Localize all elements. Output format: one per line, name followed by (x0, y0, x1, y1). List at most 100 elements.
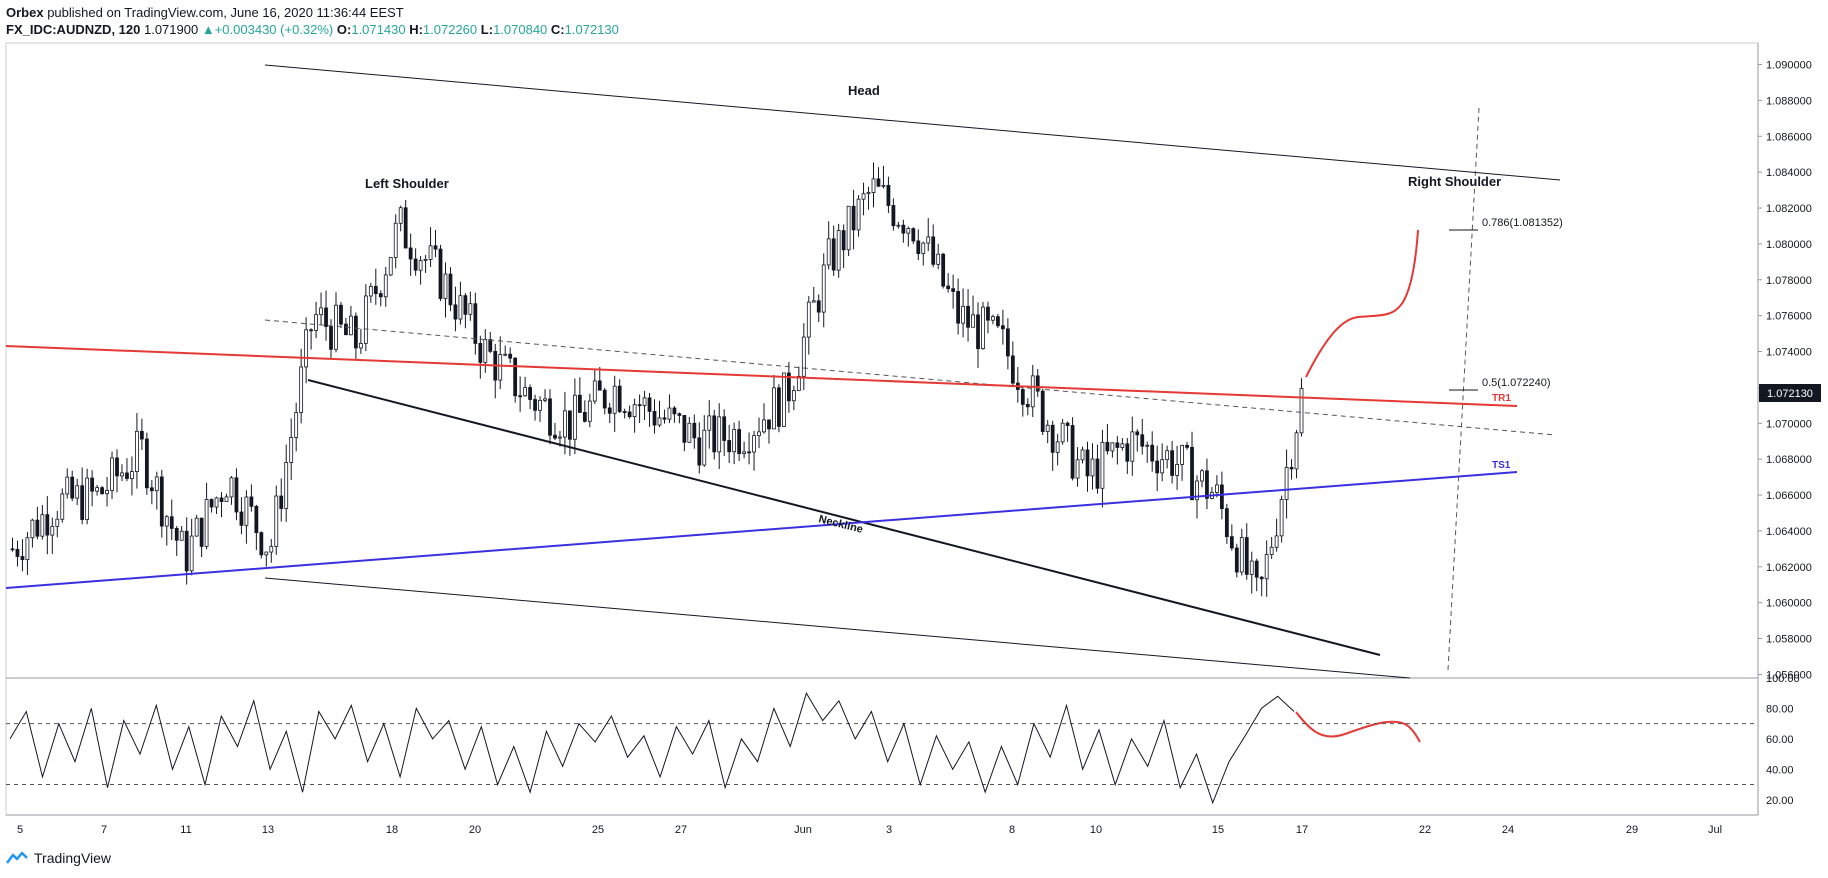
high-label: H: (409, 22, 423, 37)
price-candle (458, 281, 463, 325)
price-candle (553, 422, 557, 441)
price-candle (612, 375, 617, 432)
time-tick-label: 10 (1090, 824, 1102, 836)
price-candle (259, 531, 264, 559)
current-price-tag (1759, 384, 1821, 402)
resistance-line-tr1[interactable] (5, 345, 1518, 407)
price-candle (996, 313, 1000, 329)
price-candle (642, 390, 647, 421)
price-candle (349, 306, 353, 336)
price-candle (1160, 443, 1165, 482)
price-candle (354, 312, 358, 361)
price-candle (563, 391, 567, 455)
annotation-right-shoulder[interactable]: Right Shoulder (1408, 174, 1501, 189)
price-candle (164, 514, 169, 546)
price-candle (1185, 441, 1189, 450)
price-candle (1035, 368, 1040, 397)
price-candle (1020, 385, 1025, 417)
price-candle (772, 374, 776, 430)
price-candle (214, 496, 219, 515)
price-candle (687, 416, 692, 443)
price-candle (503, 345, 508, 357)
price-candle (652, 399, 657, 434)
price-candle (344, 317, 348, 336)
price-candle (269, 539, 274, 563)
annotation-left-shoulder[interactable]: Left Shoulder (365, 176, 449, 191)
author-name[interactable]: Orbex (6, 5, 44, 20)
chart-area[interactable]: 1.090000 1.088000 1.086000 1.084000 1.082000… (0, 0, 1828, 845)
price-candle (747, 432, 751, 465)
price-candle (294, 402, 299, 452)
time-tick-label: 20 (469, 824, 481, 836)
price-candle (428, 227, 433, 267)
price-candle (707, 400, 712, 449)
price-candle (1090, 443, 1095, 490)
price-candle (627, 405, 632, 419)
footer-brand[interactable]: TradingView (34, 850, 112, 866)
price-candle (20, 539, 25, 572)
fibonacci-line[interactable] (1447, 107, 1480, 671)
price-candle (468, 291, 473, 321)
price-candle (523, 376, 528, 397)
price-candle (304, 317, 309, 384)
price-candle (219, 492, 224, 518)
price-tick-label: 1.082000 (1766, 203, 1812, 215)
open-value: 1.071430 (351, 22, 406, 37)
price-candle (806, 296, 811, 355)
indicator-line[interactable] (9, 691, 1295, 805)
price-candle (1234, 543, 1239, 578)
price-candle (752, 430, 756, 471)
price-candle (154, 471, 159, 510)
channel-upper-line[interactable] (264, 64, 1561, 181)
indicator-forecast-curve[interactable] (1295, 711, 1421, 743)
price-candle (871, 162, 876, 208)
time-tick-label: Jul (1708, 824, 1722, 836)
time-axis: 5 7 11 13 18 20 25 27 Jun 3 8 10 15 17 22 24 29 Jul (17, 824, 1722, 836)
price-candle (712, 409, 717, 460)
price-candle (1289, 459, 1294, 480)
price-candle (966, 289, 970, 342)
label-tr1[interactable]: TR1 (1492, 393, 1511, 404)
price-candle (408, 233, 413, 276)
fib-label-05[interactable]: 0.5(1.072240) (1482, 377, 1551, 389)
price-candle (239, 497, 244, 535)
label-ts1[interactable]: TS1 (1492, 460, 1511, 471)
price-candle (831, 225, 836, 276)
neckline[interactable] (307, 379, 1381, 656)
price-candle (229, 476, 234, 505)
price-candle (528, 384, 532, 410)
price-candle (358, 328, 363, 354)
price-candle (254, 504, 259, 551)
support-line-ts1[interactable] (5, 471, 1518, 589)
price-candle (657, 400, 662, 428)
indicator-tick-label: 20.00 (1766, 795, 1794, 807)
price-candle (1259, 576, 1264, 597)
last-price: 1.071900 (143, 22, 199, 37)
price-candle (1294, 429, 1299, 479)
price-candle (433, 229, 438, 258)
price-candle (1210, 487, 1214, 500)
price-candle (1274, 518, 1279, 552)
price-candle (1145, 441, 1150, 463)
price-candle (1075, 447, 1080, 487)
channel-lower-line[interactable] (264, 577, 1411, 679)
price-candle (861, 182, 866, 216)
fib-label-0786[interactable]: 0.786(1.081352) (1482, 217, 1563, 229)
price-candle (836, 223, 841, 278)
price-candle (956, 278, 960, 335)
price-candle (816, 294, 821, 323)
price-candle (826, 221, 831, 270)
annotation-head[interactable]: Head (848, 83, 880, 98)
indicator-tick-label: 100.00 (1766, 673, 1800, 685)
time-tick-label: 24 (1502, 824, 1514, 836)
price-candle (483, 329, 488, 373)
price-candle (40, 505, 45, 540)
price-candle (961, 288, 965, 338)
price-candle (234, 468, 239, 521)
price-candle (324, 290, 328, 341)
price-candle (508, 347, 513, 364)
price-candle (334, 292, 338, 353)
forecast-curve[interactable] (1305, 229, 1419, 378)
tradingview-logo-icon[interactable] (6, 851, 28, 865)
symbol-name[interactable]: FX_IDC:AUDNZD, 120 (6, 22, 141, 37)
